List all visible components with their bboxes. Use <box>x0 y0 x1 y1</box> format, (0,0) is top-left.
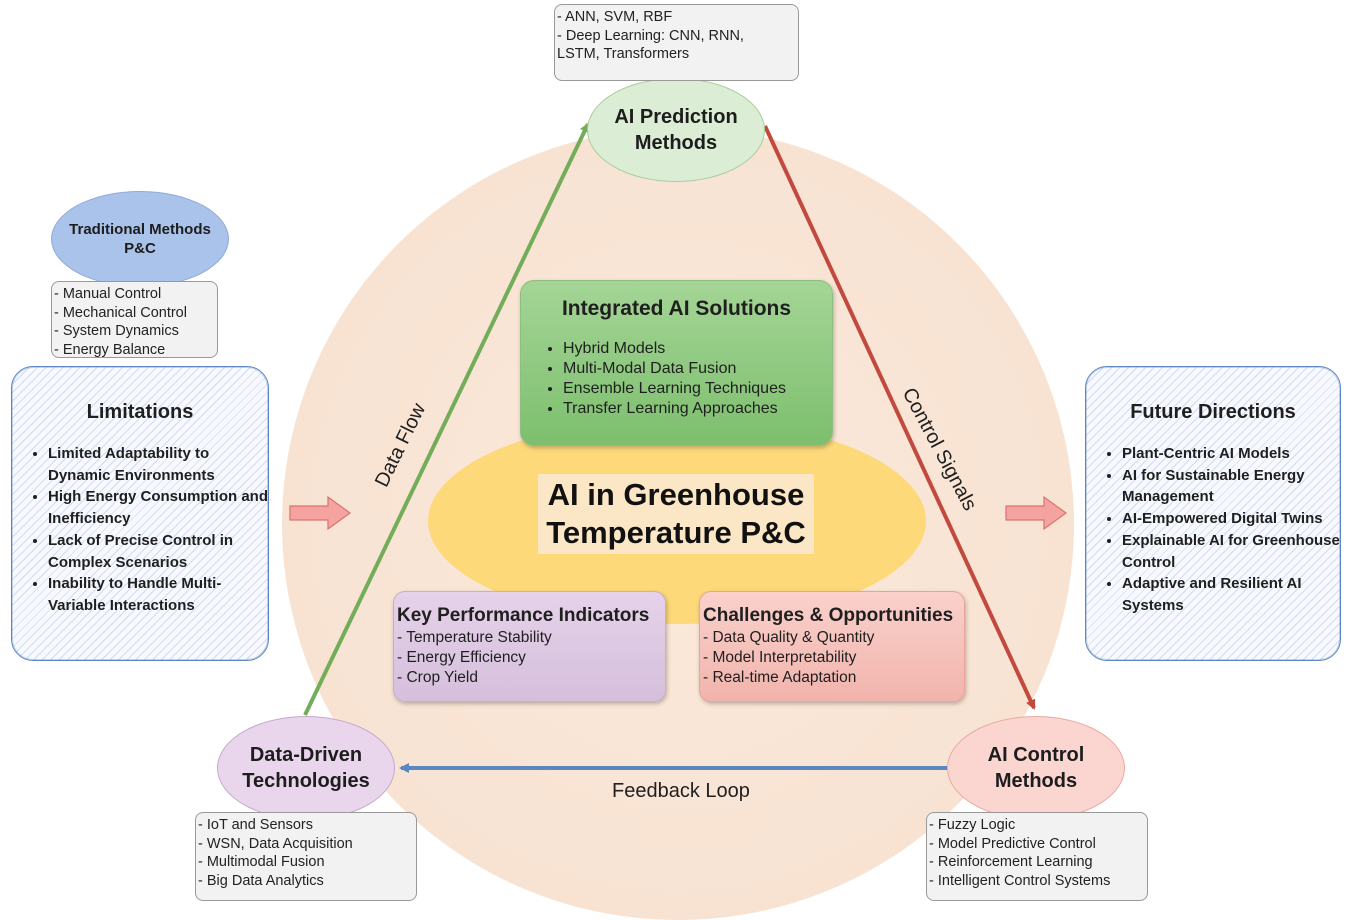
integrated-ai-solutions-box: Integrated AI Solutions Hybrid Models Mu… <box>520 280 833 446</box>
list-item: - Crop Yield <box>397 669 478 686</box>
node-label-line1: AI Control <box>987 744 1085 766</box>
traditional-methods-list-box: - Manual Control - Mechanical Control - … <box>51 281 218 358</box>
limitations-title: Limitations <box>86 401 194 423</box>
ai-prediction-node: AI Prediction Methods <box>587 78 765 182</box>
list-item: Plant-Centric AI Models <box>1122 443 1340 465</box>
list-item: AI-Empowered Digital Twins <box>1122 508 1340 530</box>
list-item: AI for Sustainable Energy Management <box>1122 465 1340 508</box>
kpi-box: Key Performance Indicators - Temperature… <box>393 591 666 702</box>
node-label-line2: Technologies <box>242 770 370 792</box>
list-item: - WSN, Data Acquisition <box>198 835 353 852</box>
list-item: - Reinforcement Learning <box>929 854 1093 871</box>
integrated-list: Hybrid Models Multi-Modal Data Fusion En… <box>543 339 786 419</box>
kpi-title: Key Performance Indicators <box>397 605 650 626</box>
list-item: - Multimodal Fusion <box>198 854 325 871</box>
ai-prediction-list-box: - ANN, SVM, RBF - Deep Learning: CNN, RN… <box>554 4 799 81</box>
list-item: - ANN, SVM, RBF <box>557 9 673 25</box>
list-item: - Mechanical Control <box>54 304 187 321</box>
ai-control-list-box: - Fuzzy Logic - Model Predictive Control… <box>926 812 1148 901</box>
feedback-loop-label: Feedback Loop <box>612 780 750 802</box>
list-item: Multi-Modal Data Fusion <box>563 359 786 379</box>
challenges-box: Challenges & Opportunities - Data Qualit… <box>699 591 965 702</box>
list-item: - Energy Balance <box>54 342 166 359</box>
right-block-arrow <box>1005 495 1068 531</box>
node-label-line1: Data-Driven <box>249 744 363 766</box>
list-item: - Temperature Stability <box>397 629 552 646</box>
list-item: - System Dynamics <box>54 323 179 340</box>
list-item: - Real-time Adaptation <box>703 669 857 686</box>
list-item: Lack of Precise Control in Complex Scena… <box>48 530 268 573</box>
challenges-title: Challenges & Opportunities <box>703 605 954 626</box>
list-item: - Fuzzy Logic <box>929 817 1016 833</box>
ai-control-node: AI Control Methods <box>947 716 1125 820</box>
control-signals-arrow <box>763 125 1036 710</box>
list-item: - Energy Efficiency <box>397 649 526 666</box>
center-title-line1: AI in Greenhouse <box>547 477 805 512</box>
data-flow-arrow <box>303 122 590 716</box>
data-driven-list-box: - IoT and Sensors - WSN, Data Acquisitio… <box>195 812 417 901</box>
future-title: Future Directions <box>1130 401 1296 423</box>
list-item: - Deep Learning: CNN, RNN, <box>557 27 744 44</box>
list-item: - Model Predictive Control <box>929 835 1096 852</box>
list-item: LSTM, Transformers <box>557 46 690 63</box>
list-item: - Big Data Analytics <box>198 873 324 890</box>
future-list: Plant-Centric AI Models AI for Sustainab… <box>1102 443 1340 617</box>
list-item: Explainable AI for Greenhouse Control <box>1122 530 1340 573</box>
list-item: Inability to Handle Multi-Variable Inter… <box>48 573 268 616</box>
list-item: - IoT and Sensors <box>198 817 313 833</box>
node-label-line2: Methods <box>994 770 1078 792</box>
list-item: - Manual Control <box>54 286 162 302</box>
list-item: Limited Adaptability to Dynamic Environm… <box>48 443 268 486</box>
traditional-methods-node: Traditional Methods P&C <box>51 191 229 287</box>
list-item: High Energy Consumption and Inefficiency <box>48 486 268 529</box>
list-item: Ensemble Learning Techniques <box>563 379 786 399</box>
node-label-line2: P&C <box>124 240 156 257</box>
list-item: - Intelligent Control Systems <box>929 873 1111 890</box>
integrated-title: Integrated AI Solutions <box>561 297 792 320</box>
list-item: Transfer Learning Approaches <box>563 399 786 419</box>
limitations-list: Limited Adaptability to Dynamic Environm… <box>28 443 268 617</box>
future-directions-panel: Future Directions Plant-Centric AI Model… <box>1085 366 1341 661</box>
node-label-line1: Traditional Methods <box>69 221 211 238</box>
limitations-panel: Limitations Limited Adaptability to Dyna… <box>11 366 269 661</box>
left-block-arrow <box>289 495 352 531</box>
list-item: Adaptive and Resilient AI Systems <box>1122 573 1340 616</box>
center-title-line2: Temperature P&C <box>546 515 806 550</box>
list-item: Hybrid Models <box>563 339 786 359</box>
list-item: - Data Quality & Quantity <box>703 629 875 646</box>
node-label-line1: AI Prediction <box>614 106 738 128</box>
list-item: - Model Interpretability <box>703 649 857 666</box>
center-title: AI in Greenhouse Temperature P&C <box>538 474 814 554</box>
data-driven-node: Data-Driven Technologies <box>217 716 395 820</box>
node-label-line2: Methods <box>634 132 718 154</box>
